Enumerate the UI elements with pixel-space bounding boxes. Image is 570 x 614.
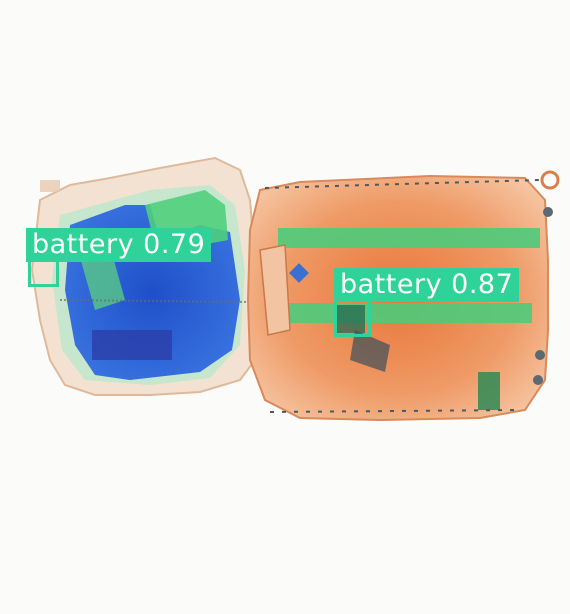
detection-1-class: battery — [32, 229, 135, 260]
detection-box-2 — [334, 299, 371, 337]
detection-1-score: 0.79 — [143, 229, 206, 260]
detection-2-class: battery — [340, 269, 443, 300]
detection-label-1: battery 0.79 — [26, 228, 212, 262]
detection-label-2: battery 0.87 — [334, 268, 520, 302]
left-bag — [30, 156, 260, 396]
detection-2-score: 0.87 — [451, 269, 514, 300]
